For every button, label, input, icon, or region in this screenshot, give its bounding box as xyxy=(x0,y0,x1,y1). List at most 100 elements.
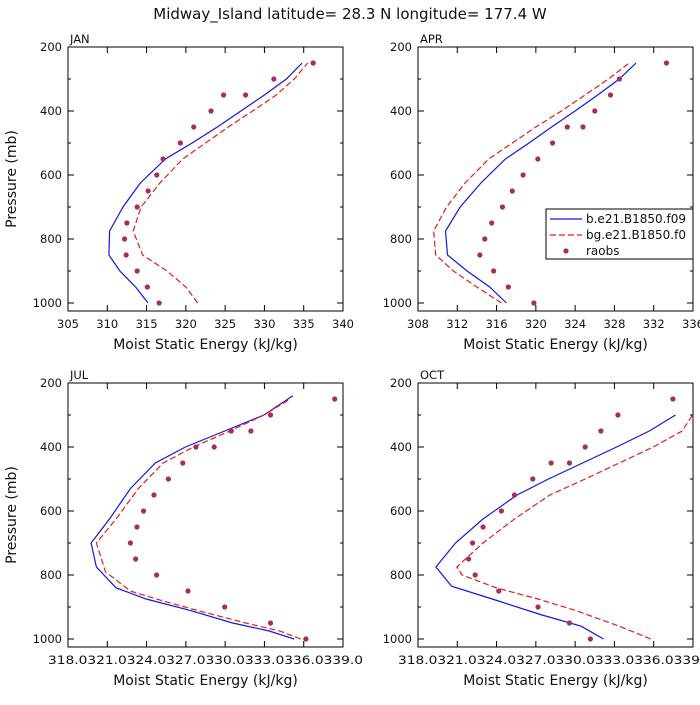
xtick-label: 324 xyxy=(564,317,586,331)
raobs-point xyxy=(466,556,472,562)
raobs-point xyxy=(144,284,150,290)
raobs-point xyxy=(498,508,504,514)
xtick-label: 335 xyxy=(293,317,315,331)
raobs-point xyxy=(127,540,134,546)
raobs-point xyxy=(310,60,316,66)
raobs-point xyxy=(165,476,171,482)
raobs-point xyxy=(615,412,621,418)
x-axis-title: Moist Static Energy (kJ/kg) xyxy=(113,337,298,353)
raobs-point xyxy=(616,76,622,82)
raobs-point xyxy=(548,460,554,466)
raobs-point xyxy=(134,268,140,274)
x-axis-title: Moist Static Energy (kJ/kg) xyxy=(463,673,648,689)
raobs-point xyxy=(564,124,570,130)
raobs-point xyxy=(332,396,338,402)
panel-apr: APR 200 400 600 800 1000 308 312 316 320 324 328 332… xyxy=(383,32,700,353)
raobs-point xyxy=(477,252,483,258)
raobs-point xyxy=(145,188,151,194)
series-line-model_b xyxy=(108,62,303,304)
plot-frame-oct xyxy=(417,382,694,648)
x-axis-title: Moist Static Energy (kJ/kg) xyxy=(113,673,298,689)
ytick-label: 1000 xyxy=(383,296,412,310)
xtick-label: 340 xyxy=(332,317,354,331)
xtick-label: 320 xyxy=(175,317,197,331)
raobs-point xyxy=(151,492,157,498)
raobs-point xyxy=(242,92,249,98)
ytick-label: 200 xyxy=(40,376,62,390)
panel-oct: OCT 200 400 600 800 1000 318.0321.0324.0327.03… xyxy=(383,368,700,689)
xtick-label: 320 xyxy=(525,317,547,331)
legend-entries: b.e21.B1850.f09 bg.e21.B1850.f0 raobs xyxy=(550,212,686,258)
ytick-label: 400 xyxy=(390,104,412,118)
xtick-labels: 318.0321.0324.0327.0330.0333.0336.0339.0 xyxy=(48,653,363,667)
ytick-label: 400 xyxy=(390,440,412,454)
raobs-point xyxy=(480,524,486,530)
raobs-point xyxy=(511,492,518,498)
raobs-point xyxy=(549,140,556,146)
xtick-label: 325 xyxy=(214,317,236,331)
raobs-point xyxy=(177,140,183,146)
raobs-point xyxy=(598,428,604,434)
ytick-label: 800 xyxy=(390,568,412,582)
legend-box xyxy=(545,208,694,260)
raobs-point xyxy=(531,300,537,306)
raobs-point xyxy=(472,572,478,578)
raobs-point xyxy=(267,412,274,418)
raobs-point xyxy=(670,396,676,402)
raobs-point xyxy=(535,156,541,162)
raobs-point xyxy=(193,444,199,450)
legend-entry-raobs-label: raobs xyxy=(586,244,620,258)
raobs-point xyxy=(211,444,217,450)
raobs-point xyxy=(220,92,227,98)
raobs-point xyxy=(491,268,497,274)
xtick-label: 308 xyxy=(407,317,429,331)
ytick-label: 600 xyxy=(390,168,412,182)
raobs-point xyxy=(160,156,166,162)
legend: b.e21.B1850.f09 bg.e21.B1850.f0 raobs xyxy=(545,208,694,260)
raobs-point xyxy=(134,524,140,530)
xtick-labels: 318.0321.0324.0327.0330.0333.0336.0339.0 xyxy=(398,653,700,667)
raobs-point xyxy=(496,588,502,594)
ytick-label: 800 xyxy=(40,568,62,582)
raobs-point xyxy=(566,620,573,626)
legend-entry-raobs-marker xyxy=(563,248,569,254)
series-line-model_bg xyxy=(95,398,301,640)
ytick-label: 600 xyxy=(40,168,62,182)
raobs-point xyxy=(208,108,214,114)
raobs-point xyxy=(121,236,128,242)
raobs-point xyxy=(154,572,160,578)
chart-title: Midway_Island latitude= 28.3 N longitude… xyxy=(153,5,547,24)
ytick-label: 400 xyxy=(40,440,62,454)
raobs-point xyxy=(520,172,526,178)
plot-area-apr xyxy=(433,60,670,306)
plot-frame-jul xyxy=(67,382,344,648)
raobs-point xyxy=(124,220,130,226)
xtick-label: 315 xyxy=(136,317,158,331)
xtick-label: 312 xyxy=(446,317,468,331)
panel-label-jul: JUL xyxy=(69,368,89,382)
xtick-label: 310 xyxy=(96,317,118,331)
panel-jul: JUL 200 400 600 800 1000 318.0321.0324.0327.03… xyxy=(4,368,363,689)
plot-area-jan xyxy=(108,60,316,306)
raobs-point xyxy=(271,76,277,82)
raobs-point xyxy=(185,588,191,594)
raobs-point xyxy=(505,284,511,290)
raobs-point xyxy=(469,540,476,546)
panel-jan: JAN 200 400 600 800 1000 305 310 315 320 325 330 335… xyxy=(4,32,354,353)
xtick-label: 328 xyxy=(603,317,625,331)
x-axis-title: Moist Static Energy (kJ/kg) xyxy=(463,337,648,353)
legend-entry-model_b-label: b.e21.B1850.f09 xyxy=(586,212,686,226)
ytick-label: 800 xyxy=(390,232,412,246)
xtick-label: 336 xyxy=(682,317,700,331)
y-axis-title: Pressure (mb) xyxy=(4,466,20,564)
raobs-point xyxy=(566,460,573,466)
series-line-model_bg xyxy=(132,62,309,304)
series-line-model_b xyxy=(90,395,295,640)
raobs-point xyxy=(228,428,234,434)
raobs-point xyxy=(482,236,488,242)
plot-area-jul xyxy=(90,395,338,642)
ytick-label: 600 xyxy=(40,504,62,518)
raobs-point xyxy=(489,220,495,226)
plot-frame-jan xyxy=(67,46,344,312)
